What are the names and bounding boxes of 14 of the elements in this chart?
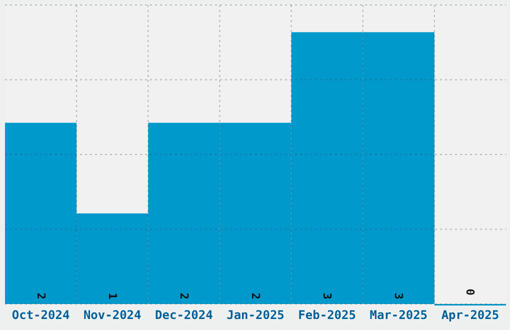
x-tick-label: Feb-2025: [298, 308, 356, 322]
x-tick-label: Nov-2024: [83, 308, 142, 322]
data-label: 1: [106, 292, 119, 300]
x-tick-label: Jan-2025: [226, 308, 284, 322]
x-tick-label: Mar-2025: [370, 308, 428, 322]
data-label: 0: [464, 288, 477, 296]
x-tick-label: Oct-2024: [12, 308, 70, 322]
data-label: 3: [320, 292, 334, 300]
data-label: 3: [392, 292, 406, 300]
x-tick-label: Apr-2025: [441, 308, 500, 322]
data-label: 2: [177, 292, 190, 300]
data-label: 2: [249, 292, 262, 300]
x-tick-label: Dec-2024: [155, 308, 213, 322]
data-label: 2: [34, 292, 48, 300]
